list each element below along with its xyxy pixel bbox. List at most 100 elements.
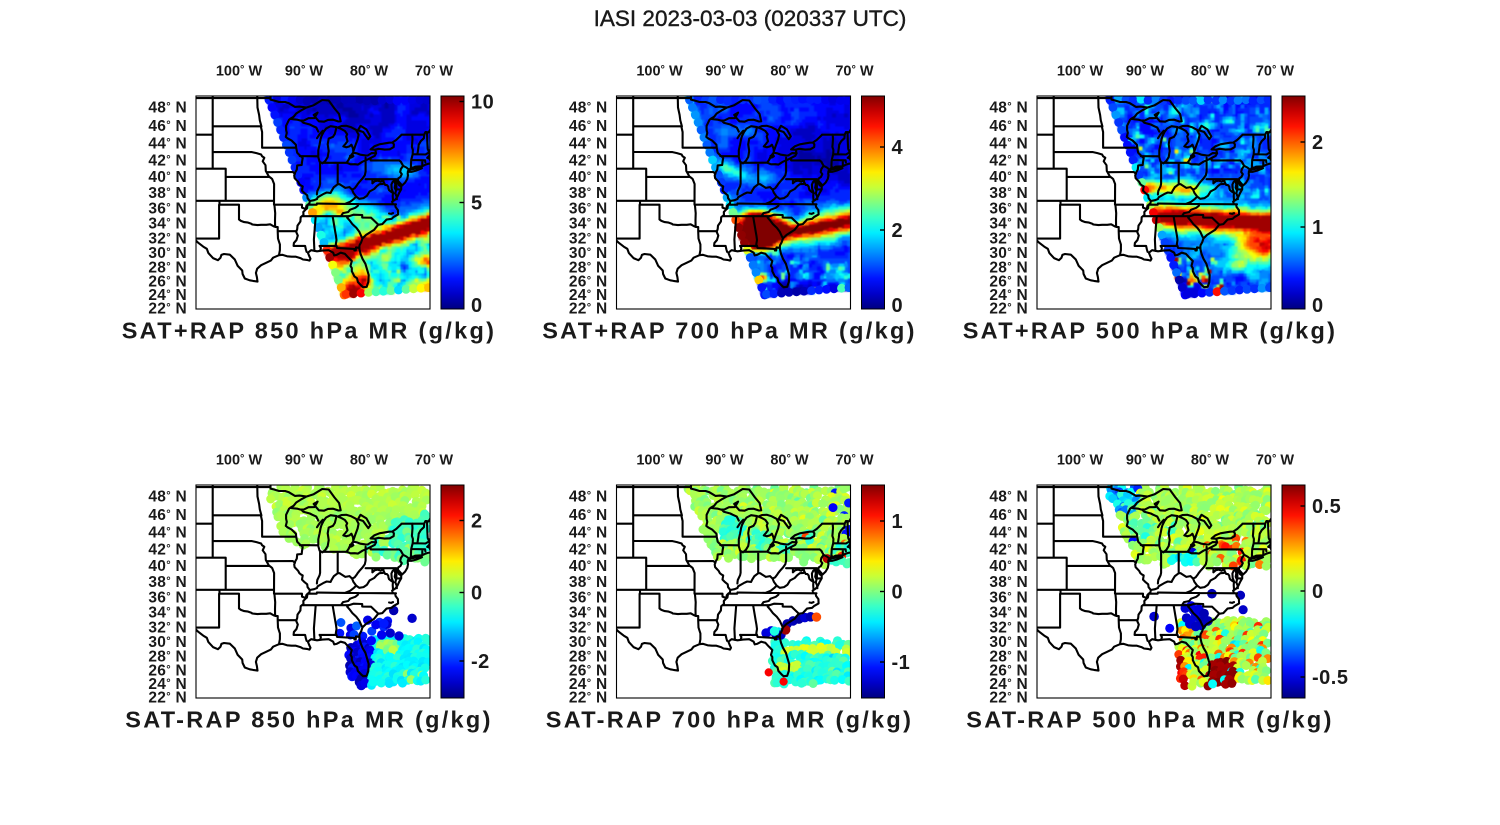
svg-text:80° W: 80° W xyxy=(770,453,809,469)
svg-text:36° N: 36° N xyxy=(148,201,187,218)
svg-text:26° N: 26° N xyxy=(989,662,1028,679)
svg-text:44° N: 44° N xyxy=(569,524,608,541)
svg-text:90° W: 90° W xyxy=(705,64,744,80)
svg-text:34° N: 34° N xyxy=(989,216,1028,233)
svg-text:2: 2 xyxy=(892,220,904,242)
svg-text:36° N: 36° N xyxy=(148,590,187,607)
svg-text:28° N: 28° N xyxy=(148,648,187,665)
svg-text:SAT-RAP 850 hPa MR (g/kg): SAT-RAP 850 hPa MR (g/kg) xyxy=(125,707,492,733)
svg-text:22° N: 22° N xyxy=(989,301,1028,318)
svg-text:32° N: 32° N xyxy=(148,620,187,637)
svg-text:24° N: 24° N xyxy=(148,287,187,304)
svg-text:30° N: 30° N xyxy=(148,634,187,651)
svg-text:48° N: 48° N xyxy=(569,100,608,117)
svg-text:90° W: 90° W xyxy=(1126,64,1165,80)
svg-text:22° N: 22° N xyxy=(148,690,187,707)
svg-text:38° N: 38° N xyxy=(148,574,187,591)
svg-text:80° W: 80° W xyxy=(350,453,389,469)
svg-text:70° W: 70° W xyxy=(1256,453,1295,469)
svg-text:SAT+RAP 700 hPa MR (g/kg): SAT+RAP 700 hPa MR (g/kg) xyxy=(542,318,917,344)
svg-text:32° N: 32° N xyxy=(989,620,1028,637)
svg-text:32° N: 32° N xyxy=(569,231,608,248)
svg-text:26° N: 26° N xyxy=(989,273,1028,290)
svg-text:30° N: 30° N xyxy=(148,245,187,262)
svg-text:SAT+RAP 850 hPa MR (g/kg): SAT+RAP 850 hPa MR (g/kg) xyxy=(122,318,497,344)
svg-text:30° N: 30° N xyxy=(989,634,1028,651)
svg-text:26° N: 26° N xyxy=(569,662,608,679)
svg-text:38° N: 38° N xyxy=(569,185,608,202)
svg-text:48° N: 48° N xyxy=(989,489,1028,506)
svg-text:80° W: 80° W xyxy=(770,64,809,80)
svg-text:2: 2 xyxy=(1312,132,1324,154)
svg-text:34° N: 34° N xyxy=(989,605,1028,622)
svg-text:IASI 2023-03-03 (020337 UTC): IASI 2023-03-03 (020337 UTC) xyxy=(594,6,907,31)
svg-text:40° N: 40° N xyxy=(569,169,608,186)
svg-text:36° N: 36° N xyxy=(989,201,1028,218)
svg-text:26° N: 26° N xyxy=(569,273,608,290)
svg-text:34° N: 34° N xyxy=(569,605,608,622)
svg-text:100° W: 100° W xyxy=(636,64,683,80)
svg-text:44° N: 44° N xyxy=(989,524,1028,541)
svg-text:100° W: 100° W xyxy=(1057,453,1104,469)
svg-text:-0.5: -0.5 xyxy=(1312,667,1348,689)
svg-text:22° N: 22° N xyxy=(569,690,608,707)
svg-text:SAT+RAP 500 hPa MR (g/kg): SAT+RAP 500 hPa MR (g/kg) xyxy=(963,318,1338,344)
svg-text:2: 2 xyxy=(471,511,483,533)
svg-text:36° N: 36° N xyxy=(569,201,608,218)
svg-text:30° N: 30° N xyxy=(569,245,608,262)
svg-text:28° N: 28° N xyxy=(569,259,608,276)
svg-text:100° W: 100° W xyxy=(1057,64,1104,80)
svg-text:80° W: 80° W xyxy=(350,64,389,80)
svg-text:22° N: 22° N xyxy=(569,301,608,318)
svg-text:26° N: 26° N xyxy=(148,273,187,290)
svg-text:0: 0 xyxy=(892,582,904,604)
svg-text:80° W: 80° W xyxy=(1191,453,1230,469)
svg-text:34° N: 34° N xyxy=(148,216,187,233)
svg-text:24° N: 24° N xyxy=(569,676,608,693)
svg-text:100° W: 100° W xyxy=(216,64,263,80)
svg-text:44° N: 44° N xyxy=(148,135,187,152)
svg-text:46° N: 46° N xyxy=(148,118,187,135)
svg-text:SAT-RAP 500 hPa MR (g/kg): SAT-RAP 500 hPa MR (g/kg) xyxy=(966,707,1333,733)
svg-text:44° N: 44° N xyxy=(148,524,187,541)
svg-text:32° N: 32° N xyxy=(989,231,1028,248)
svg-text:38° N: 38° N xyxy=(989,185,1028,202)
svg-text:100° W: 100° W xyxy=(216,453,263,469)
svg-text:-2: -2 xyxy=(471,651,490,673)
svg-text:0: 0 xyxy=(892,295,904,317)
svg-text:80° W: 80° W xyxy=(1191,64,1230,80)
svg-text:24° N: 24° N xyxy=(569,287,608,304)
svg-text:40° N: 40° N xyxy=(989,558,1028,575)
svg-text:48° N: 48° N xyxy=(148,100,187,117)
svg-text:90° W: 90° W xyxy=(1126,453,1165,469)
svg-text:24° N: 24° N xyxy=(989,676,1028,693)
svg-text:30° N: 30° N xyxy=(989,245,1028,262)
svg-text:0: 0 xyxy=(471,295,483,317)
svg-text:10: 10 xyxy=(471,92,494,114)
svg-text:48° N: 48° N xyxy=(569,489,608,506)
svg-text:28° N: 28° N xyxy=(989,259,1028,276)
svg-text:90° W: 90° W xyxy=(285,64,324,80)
svg-text:22° N: 22° N xyxy=(989,690,1028,707)
svg-text:70° W: 70° W xyxy=(415,453,454,469)
svg-text:42° N: 42° N xyxy=(989,541,1028,558)
svg-text:34° N: 34° N xyxy=(569,216,608,233)
svg-text:70° W: 70° W xyxy=(415,64,454,80)
svg-text:40° N: 40° N xyxy=(148,169,187,186)
svg-text:90° W: 90° W xyxy=(285,453,324,469)
svg-text:42° N: 42° N xyxy=(569,152,608,169)
svg-text:34° N: 34° N xyxy=(148,605,187,622)
svg-text:32° N: 32° N xyxy=(569,620,608,637)
svg-text:38° N: 38° N xyxy=(569,574,608,591)
svg-text:30° N: 30° N xyxy=(569,634,608,651)
svg-text:46° N: 46° N xyxy=(569,118,608,135)
svg-text:44° N: 44° N xyxy=(569,135,608,152)
svg-text:70° W: 70° W xyxy=(835,453,874,469)
svg-text:28° N: 28° N xyxy=(569,648,608,665)
svg-text:5: 5 xyxy=(471,193,483,215)
svg-text:0: 0 xyxy=(1312,581,1324,603)
svg-text:24° N: 24° N xyxy=(148,676,187,693)
svg-text:40° N: 40° N xyxy=(989,169,1028,186)
svg-text:42° N: 42° N xyxy=(569,541,608,558)
svg-text:46° N: 46° N xyxy=(989,118,1028,135)
